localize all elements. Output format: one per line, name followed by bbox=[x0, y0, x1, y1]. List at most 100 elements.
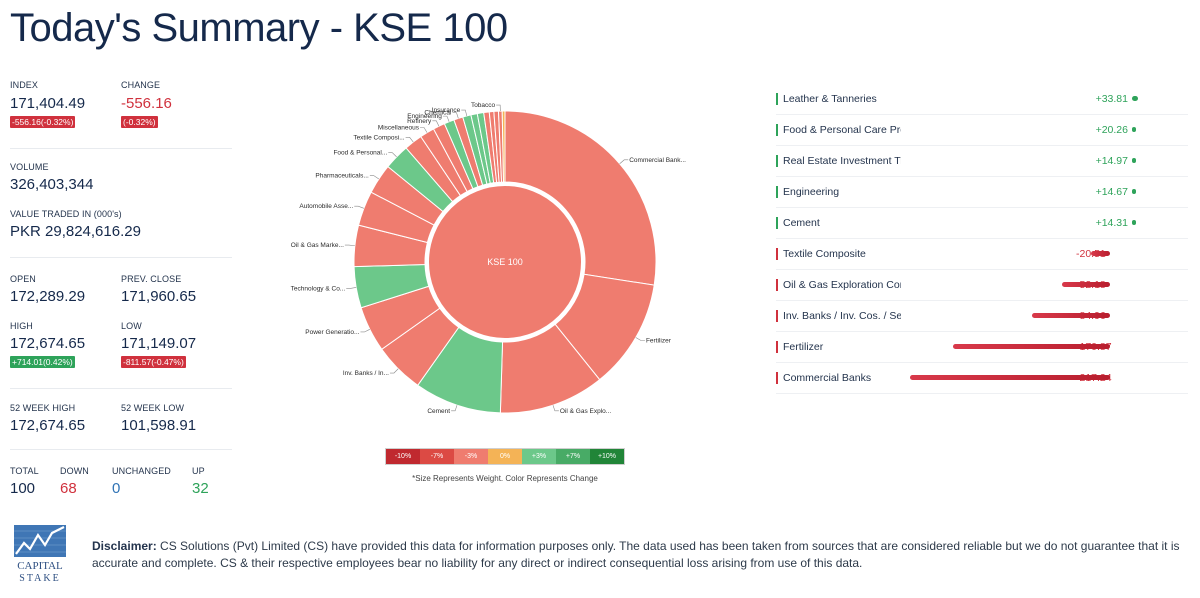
legend-item: 0% bbox=[488, 449, 522, 464]
slice-label-leader bbox=[452, 112, 459, 119]
donut-center-label: KSE 100 bbox=[487, 257, 523, 267]
sector-name: Food & Personal Care Products bbox=[783, 124, 901, 136]
slice-label-leader bbox=[344, 244, 355, 247]
sector-bar bbox=[1061, 282, 1110, 287]
sector-color-marker bbox=[776, 248, 778, 260]
price-section: OPEN 172,289.29 PREV. CLOSE 171,960.65 H… bbox=[10, 258, 232, 389]
sector-row[interactable]: Leather & Tanneries +33.81 bbox=[776, 84, 1188, 115]
slice-label-leader bbox=[635, 337, 645, 341]
legend-item: -10% bbox=[386, 449, 420, 464]
sector-row[interactable]: Inv. Banks / Inv. Cos. / Securities Cos.… bbox=[776, 301, 1188, 332]
sector-row[interactable]: Textile Composite-20.51 bbox=[776, 239, 1188, 270]
donut-slice[interactable] bbox=[501, 110, 506, 183]
sector-row[interactable]: Engineering +14.67 bbox=[776, 177, 1188, 208]
sector-bar bbox=[1132, 220, 1136, 225]
index-value: 171,404.49 bbox=[10, 95, 86, 112]
low-change-badge: -811.57(-0.47%) bbox=[121, 356, 186, 368]
sector-bar bbox=[1031, 313, 1110, 318]
slice-label-leader bbox=[388, 152, 397, 158]
sector-color-marker bbox=[776, 341, 778, 353]
slice-label: Tobacco bbox=[471, 102, 496, 109]
slice-label: Chemical bbox=[424, 110, 452, 117]
slice-label: Technology & Co... bbox=[291, 285, 346, 292]
unchanged-label: UNCHANGED bbox=[112, 466, 171, 476]
week52-section: 52 WEEK HIGH 172,674.65 52 WEEK LOW 101,… bbox=[10, 389, 232, 450]
slice-label: Oil & Gas Explo... bbox=[560, 408, 611, 415]
change-label: CHANGE bbox=[121, 80, 161, 90]
sector-name: Inv. Banks / Inv. Cos. / Securities Cos. bbox=[783, 310, 901, 322]
week52-low-value: 101,598.91 bbox=[121, 417, 197, 434]
slice-label: Cement bbox=[427, 408, 450, 415]
up-label: UP bbox=[192, 466, 205, 476]
legend-item: +3% bbox=[522, 449, 556, 464]
index-change-badge: -556.16(-0.32%) bbox=[10, 116, 76, 128]
change-percent-badge: (-0.32%) bbox=[121, 116, 158, 128]
sector-bar bbox=[1132, 158, 1136, 163]
up-value: 32 bbox=[192, 480, 209, 497]
change-value: -556.16 bbox=[121, 95, 172, 112]
sector-color-marker bbox=[776, 217, 778, 229]
sector-value: +14.97 bbox=[1095, 155, 1128, 167]
capital-stake-logo[interactable]: CAPITAL STAKE bbox=[10, 523, 70, 584]
slice-label: Insurance bbox=[432, 107, 461, 114]
sector-row[interactable]: Real Estate Investment Trust +14.97 bbox=[776, 146, 1188, 177]
summary-stats: INDEX 171,404.49 -556.16(-0.32%) CHANGE … bbox=[10, 80, 232, 500]
sector-name: Fertilizer bbox=[783, 341, 824, 353]
total-label: TOTAL bbox=[10, 466, 39, 476]
legend-item: +10% bbox=[590, 449, 624, 464]
slice-label: Engineering bbox=[407, 113, 442, 120]
sector-row[interactable]: Fertilizer-170.87 bbox=[776, 332, 1188, 363]
prev-close-label: PREV. CLOSE bbox=[121, 274, 182, 284]
sector-color-marker bbox=[776, 124, 778, 136]
index-label: INDEX bbox=[10, 80, 39, 90]
slice-label-leader bbox=[389, 368, 399, 374]
sector-name: Commercial Banks bbox=[783, 372, 872, 384]
high-change-badge: +714.01(0.42%) bbox=[10, 356, 75, 368]
slice-label-leader bbox=[496, 104, 501, 112]
open-label: OPEN bbox=[10, 274, 36, 284]
slice-label-leader bbox=[405, 136, 414, 143]
sector-color-marker bbox=[776, 310, 778, 322]
sector-bar bbox=[910, 375, 1110, 380]
value-traded-label: VALUE TRADED IN (000's) bbox=[10, 209, 122, 219]
sector-row[interactable]: Commercial Banks-217.24 bbox=[776, 363, 1188, 394]
logo-mark: CAPITAL STAKE bbox=[14, 525, 66, 584]
sector-color-marker bbox=[776, 279, 778, 291]
donut-center[interactable] bbox=[427, 184, 583, 340]
sector-name: Oil & Gas Exploration Companies bbox=[783, 279, 901, 291]
sector-name: Leather & Tanneries bbox=[783, 93, 877, 105]
sector-row[interactable]: Oil & Gas Exploration Companies-52.18 bbox=[776, 270, 1188, 301]
slice-label: Commercial Bank... bbox=[629, 157, 686, 164]
slice-label-leader bbox=[369, 175, 380, 180]
sector-bar bbox=[952, 344, 1110, 349]
legend-item: +7% bbox=[556, 449, 590, 464]
slice-label-leader bbox=[461, 109, 468, 116]
sector-contribution-bars: Leather & Tanneries +33.81 Food & Personal… bbox=[776, 84, 1188, 394]
sector-row[interactable]: Food & Personal Care Products +20.26 bbox=[776, 115, 1188, 146]
down-label: DOWN bbox=[60, 466, 89, 476]
logo-line1: CAPITAL bbox=[17, 560, 63, 572]
legend-item: -7% bbox=[420, 449, 454, 464]
sector-value: +20.26 bbox=[1095, 124, 1128, 136]
slice-label: Pharmaceuticals... bbox=[315, 173, 369, 180]
sector-value: +14.31 bbox=[1095, 217, 1128, 229]
prev-close-value: 171,960.65 bbox=[121, 288, 197, 305]
slice-label: Refinery bbox=[407, 118, 432, 125]
low-label: LOW bbox=[121, 321, 142, 331]
sector-donut-chart: KSE 100 Commercial Bank... Fertilizer Oil &… bbox=[280, 90, 700, 430]
sector-row[interactable]: Cement +14.31 bbox=[776, 208, 1188, 239]
high-label: HIGH bbox=[10, 321, 33, 331]
value-traded-value: PKR 29,824,616.29 bbox=[10, 223, 141, 240]
donut-slice[interactable] bbox=[504, 110, 657, 286]
low-value: 171,149.07 bbox=[121, 335, 197, 352]
total-value: 100 bbox=[10, 480, 36, 497]
color-legend: -10% -7% -3% 0% +3% +7% +10% bbox=[385, 448, 625, 465]
slice-label-leader bbox=[451, 405, 458, 412]
sector-value: +14.67 bbox=[1095, 186, 1128, 198]
week52-low-label: 52 WEEK LOW bbox=[121, 403, 185, 413]
sector-color-marker bbox=[776, 186, 778, 198]
breadth-section: TOTAL 100 DOWN 68 UNCHANGED 0 UP 32 bbox=[10, 450, 232, 500]
sector-color-marker bbox=[776, 372, 778, 384]
down-value: 68 bbox=[60, 480, 77, 497]
sector-value: +33.81 bbox=[1095, 93, 1128, 105]
